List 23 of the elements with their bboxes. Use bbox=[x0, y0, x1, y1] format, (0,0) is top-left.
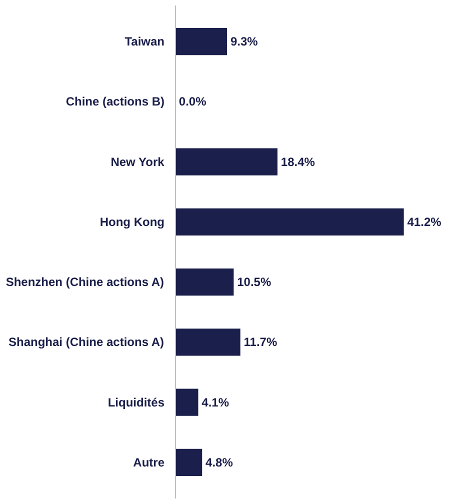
bar bbox=[176, 28, 228, 56]
y-tick-label: Shanghai (Chine actions A) bbox=[8, 335, 164, 350]
data-label: 4.8% bbox=[206, 455, 234, 470]
data-label: 41.2% bbox=[407, 214, 442, 229]
y-tick-label: Chine (actions B) bbox=[66, 94, 165, 109]
y-tick-label: Liquidités bbox=[108, 395, 165, 410]
bar bbox=[176, 268, 234, 296]
data-label: 11.7% bbox=[244, 335, 278, 350]
bar bbox=[176, 328, 240, 356]
bar bbox=[176, 448, 202, 476]
bar bbox=[176, 208, 404, 236]
y-tick-label: Autre bbox=[133, 455, 165, 470]
data-label: 4.1% bbox=[202, 395, 230, 410]
y-tick-label: Hong Kong bbox=[100, 214, 165, 229]
data-label: 10.5% bbox=[237, 275, 272, 290]
y-tick-label: Shenzhen (Chine actions A) bbox=[6, 275, 164, 290]
data-label: 0.0% bbox=[178, 94, 207, 109]
y-tick-label: New York bbox=[110, 154, 165, 169]
bar bbox=[176, 388, 198, 416]
bar bbox=[176, 148, 278, 176]
data-label: 18.4% bbox=[280, 154, 316, 169]
y-tick-label: Taiwan bbox=[124, 34, 165, 49]
data-label: 9.3% bbox=[230, 34, 258, 49]
